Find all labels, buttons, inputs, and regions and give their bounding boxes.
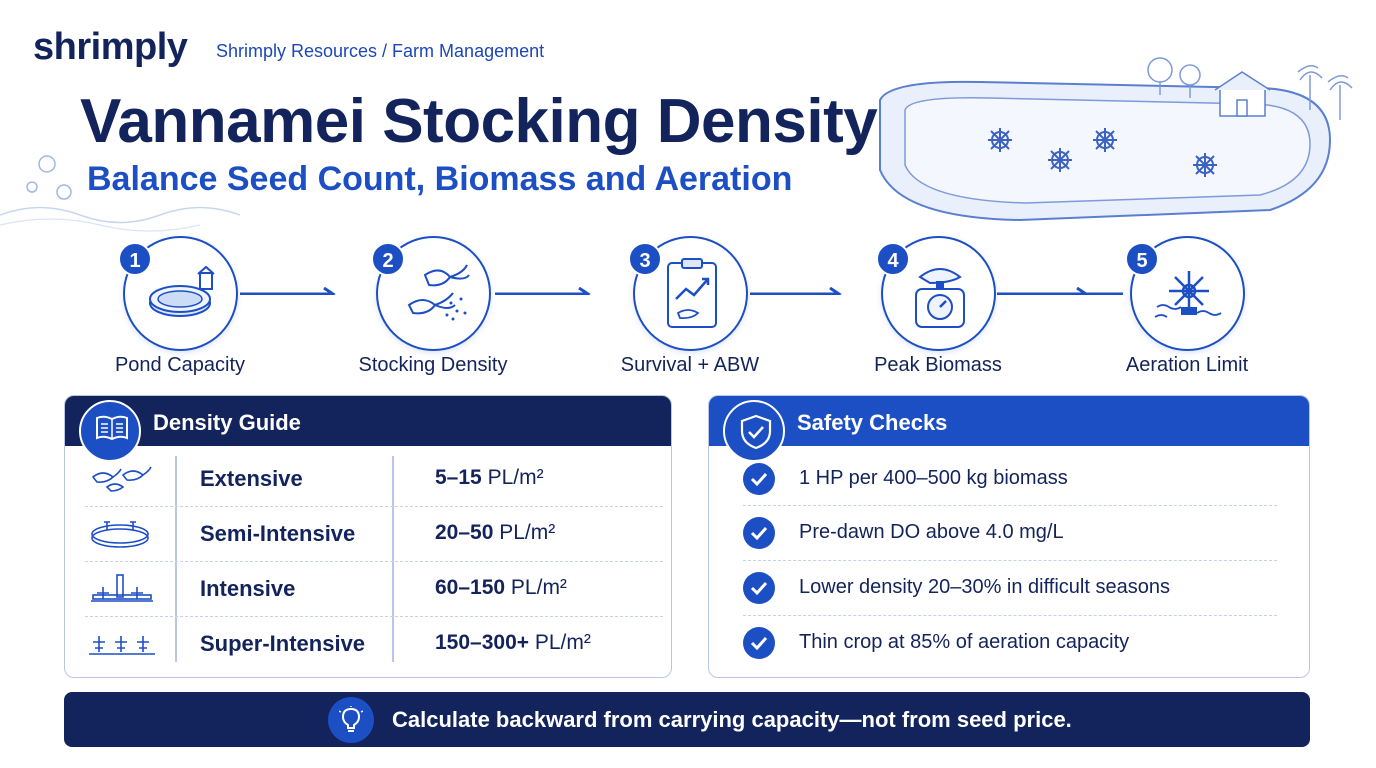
pond-illustration bbox=[879, 57, 1353, 222]
row-divider bbox=[85, 616, 663, 617]
logo[interactable]: shrimply bbox=[33, 26, 188, 68]
column-divider bbox=[392, 456, 394, 662]
scale-icon bbox=[915, 268, 965, 328]
step-number: 4 bbox=[876, 242, 910, 276]
density-level-name: Semi-Intensive bbox=[200, 521, 356, 546]
step-label: Survival + ABW bbox=[620, 354, 760, 376]
check-icon bbox=[743, 463, 775, 495]
density-row[interactable]: Semi-Intensive 20–50 PL/m² bbox=[65, 506, 671, 561]
step-circle bbox=[633, 236, 748, 351]
arrow-connector-icon bbox=[240, 287, 336, 295]
multi-aerator-icon bbox=[89, 636, 155, 655]
step-label: Peak Biomass bbox=[874, 354, 1002, 376]
density-row[interactable]: Intensive 60–150 PL/m² bbox=[65, 561, 671, 616]
pond-icon bbox=[149, 265, 215, 317]
safety-check-text: 1 HP per 400–500 kg biomass bbox=[799, 467, 1068, 489]
process-steps: 1 Pond Capacity 2 Stocking Density bbox=[0, 236, 1376, 386]
step-peak-biomass[interactable]: 4 Peak Biomass bbox=[838, 236, 1038, 386]
density-level-range: 20–50 PL/m² bbox=[435, 521, 556, 544]
footer-callout: Calculate backward from carrying capacit… bbox=[64, 692, 1310, 747]
step-label: Stocking Density bbox=[358, 354, 508, 376]
aerator-icon bbox=[1154, 271, 1222, 318]
step-stocking-density[interactable]: 2 Stocking Density bbox=[333, 236, 533, 386]
row-divider bbox=[85, 561, 663, 562]
safety-check-item: Lower density 20–30% in difficult season… bbox=[709, 560, 1309, 615]
row-divider bbox=[743, 615, 1277, 616]
lightbulb-icon bbox=[328, 697, 374, 743]
page-subtitle: Balance Seed Count, Biomass and Aeration bbox=[87, 160, 793, 198]
shield-check-icon bbox=[723, 400, 785, 462]
check-icon bbox=[743, 572, 775, 604]
step-aeration-limit[interactable]: 5 Aeration Limit bbox=[1087, 236, 1287, 386]
density-guide-header: Density Guide bbox=[65, 396, 671, 462]
page-title: Vannamei Stocking Density bbox=[80, 87, 878, 156]
step-number: 2 bbox=[371, 242, 405, 276]
step-pond-capacity[interactable]: 1 Pond Capacity bbox=[80, 236, 280, 386]
safety-checks-header: Safety Checks bbox=[709, 396, 1309, 462]
book-icon bbox=[79, 400, 141, 462]
step-number: 3 bbox=[628, 242, 662, 276]
safety-check-item: Pre-dawn DO above 4.0 mg/L bbox=[709, 505, 1309, 560]
density-row[interactable]: Super-Intensive 150–300+ PL/m² bbox=[65, 616, 671, 671]
safety-check-text: Thin crop at 85% of aeration capacity bbox=[799, 631, 1130, 653]
column-divider bbox=[175, 456, 177, 662]
check-icon bbox=[743, 627, 775, 659]
footer-message: Calculate backward from carrying capacit… bbox=[392, 707, 1072, 732]
step-survival-abw[interactable]: 3 Survival + ABW bbox=[590, 236, 790, 386]
safety-check-item: Thin crop at 85% of aeration capacity bbox=[709, 615, 1309, 670]
safety-checks-title: Safety Checks bbox=[797, 410, 948, 435]
arrow-connector-icon bbox=[750, 287, 842, 295]
arrow-connector-icon bbox=[495, 287, 591, 295]
safety-check-text: Pre-dawn DO above 4.0 mg/L bbox=[799, 521, 1064, 543]
density-level-range: 60–150 PL/m² bbox=[435, 576, 567, 599]
arrow-connector-icon bbox=[997, 287, 1123, 295]
step-number: 1 bbox=[118, 242, 152, 276]
row-divider bbox=[743, 560, 1277, 561]
wave-decoration bbox=[0, 206, 241, 232]
density-row[interactable]: Extensive 5–15 PL/m² bbox=[65, 451, 671, 506]
pond-small-icon bbox=[91, 521, 149, 548]
aerated-pond-icon bbox=[91, 574, 153, 602]
shrimp-icon bbox=[407, 264, 470, 321]
step-label: Pond Capacity bbox=[114, 354, 246, 376]
step-label: Aeration Limit bbox=[1125, 354, 1249, 376]
density-level-name: Super-Intensive bbox=[200, 631, 366, 656]
safety-checks-panel: Safety Checks 1 HP per 400–500 kg biomas… bbox=[708, 395, 1310, 678]
density-level-range: 150–300+ PL/m² bbox=[435, 631, 591, 654]
density-guide-panel: Density Guide Extensive 5–15 PL/m² Semi-… bbox=[64, 395, 672, 678]
step-number: 5 bbox=[1125, 242, 1159, 276]
density-level-name: Extensive bbox=[200, 466, 303, 491]
bubbles-decoration bbox=[26, 155, 72, 200]
row-divider bbox=[743, 505, 1277, 506]
row-divider bbox=[85, 506, 663, 507]
check-icon bbox=[743, 517, 775, 549]
density-guide-title: Density Guide bbox=[153, 410, 301, 435]
shrimp-group-icon bbox=[91, 466, 152, 492]
clipboard-chart-icon bbox=[667, 258, 717, 328]
safety-check-text: Lower density 20–30% in difficult season… bbox=[799, 576, 1170, 598]
breadcrumb[interactable]: Shrimply Resources / Farm Management bbox=[216, 41, 545, 61]
safety-check-item: 1 HP per 400–500 kg biomass bbox=[709, 451, 1309, 506]
density-level-range: 5–15 PL/m² bbox=[435, 466, 544, 489]
density-level-name: Intensive bbox=[200, 576, 296, 601]
